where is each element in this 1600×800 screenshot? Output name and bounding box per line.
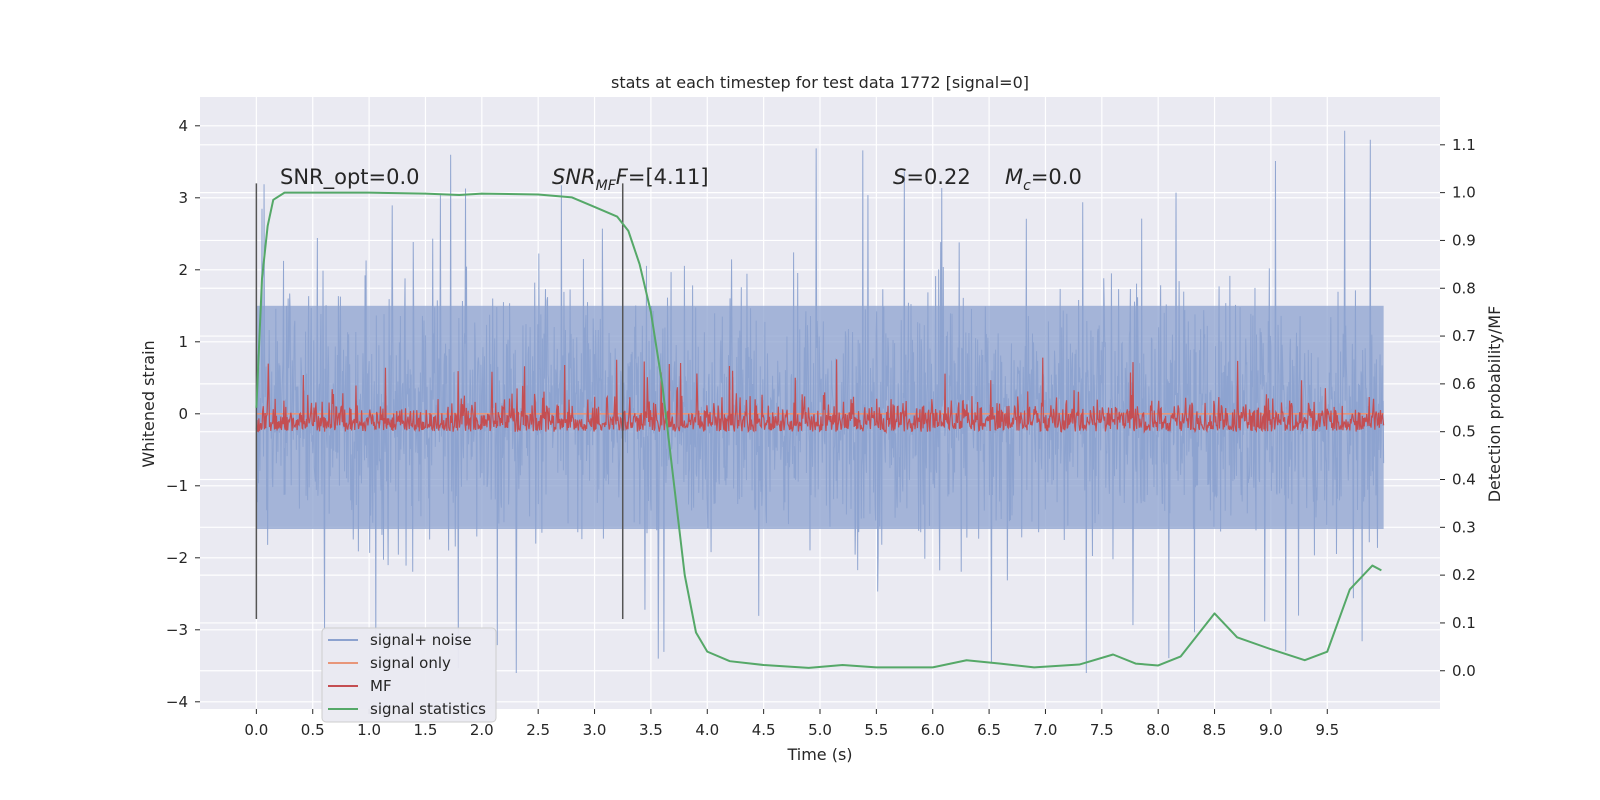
x-tick-label-18: 9.0 bbox=[1259, 721, 1283, 739]
y-tick-label-6: −2 bbox=[166, 549, 188, 567]
annotation-snr-mf-value: =[4.11] bbox=[628, 165, 709, 189]
annotation-snr-mf-subscript: MF bbox=[596, 178, 617, 194]
x-axis-title: Time (s) bbox=[786, 745, 852, 764]
y2-axis-title: Detection probability/MF bbox=[1485, 306, 1504, 503]
y2-tick-label-4: 0.7 bbox=[1452, 327, 1476, 345]
x-tick-label-1: 0.5 bbox=[301, 721, 325, 739]
y-tick-label-4: 0 bbox=[178, 405, 188, 423]
x-tick-label-5: 2.5 bbox=[526, 721, 550, 739]
y2-tick-label-3: 0.8 bbox=[1452, 279, 1476, 297]
annotation-mc-symbol: M bbox=[1005, 165, 1023, 189]
annotation-snr-mf-symbol: SNR bbox=[552, 165, 596, 189]
y2-tick-label-2: 0.9 bbox=[1452, 231, 1476, 249]
y2-tick-label-11: 0.0 bbox=[1452, 662, 1476, 680]
x-tick-label-12: 6.0 bbox=[921, 721, 945, 739]
y-tick-label-0: 4 bbox=[178, 117, 188, 135]
chart-title: stats at each timestep for test data 177… bbox=[611, 73, 1029, 92]
annotation-mc: Mc=0.0 bbox=[1005, 165, 1082, 194]
x-tick-label-6: 3.0 bbox=[583, 721, 607, 739]
x-tick-label-17: 8.5 bbox=[1203, 721, 1227, 739]
y-tick-label-2: 2 bbox=[178, 261, 188, 279]
x-tick-label-4: 2.0 bbox=[470, 721, 494, 739]
annotation-snr-opt: SNR_opt=0.0 bbox=[280, 165, 420, 190]
y2-tick-label-7: 0.4 bbox=[1452, 471, 1476, 489]
legend: signal+ noise signal only MF signal stat… bbox=[321, 627, 497, 723]
y2-tick-label-8: 0.3 bbox=[1452, 518, 1476, 536]
x-tick-label-9: 4.5 bbox=[752, 721, 776, 739]
legend-label-mf: MF bbox=[370, 677, 392, 695]
x-axis-ticks: 0.0 0.5 1.0 1.5 2.0 2.5 3.0 3.5 4.0 4.5 5.0 5.5 6.0 6… bbox=[244, 709, 1339, 739]
x-tick-label-7: 3.5 bbox=[639, 721, 663, 739]
y2-tick-label-5: 0.6 bbox=[1452, 375, 1476, 393]
y-tick-label-8: −4 bbox=[166, 693, 188, 711]
y2-tick-label-1: 1.0 bbox=[1452, 184, 1476, 202]
legend-label-signal-noise: signal+ noise bbox=[370, 631, 472, 649]
y-axis-ticks: 4 3 2 1 0 −1 −2 −3 −4 bbox=[166, 117, 200, 711]
y2-tick-label-6: 0.5 bbox=[1452, 423, 1476, 441]
x-tick-label-13: 6.5 bbox=[977, 721, 1001, 739]
legend-label-signal-statistics: signal statistics bbox=[370, 700, 486, 718]
x-tick-label-10: 5.0 bbox=[808, 721, 832, 739]
annotation-s-value: =0.22 bbox=[906, 165, 970, 189]
annotation-snr-mf-value-f: F bbox=[616, 165, 629, 189]
series-mf bbox=[255, 357, 1385, 434]
y2-axis-ticks: 1.1 1.0 0.9 0.8 0.7 0.6 0.5 0.4 0.3 0.2 0.1 0.0 bbox=[1440, 136, 1476, 680]
annotation-s: S=0.22 bbox=[893, 165, 971, 189]
line-mf bbox=[255, 357, 1385, 434]
y2-tick-label-0: 1.1 bbox=[1452, 136, 1476, 154]
y2-tick-label-10: 0.1 bbox=[1452, 614, 1476, 632]
x-tick-label-2: 1.0 bbox=[357, 721, 381, 739]
y-tick-label-7: −3 bbox=[166, 621, 188, 639]
legend-label-signal-only: signal only bbox=[370, 654, 451, 672]
annotation-s-symbol: S bbox=[893, 165, 906, 189]
y-axis-title: Whitened strain bbox=[139, 340, 158, 467]
x-tick-label-11: 5.5 bbox=[864, 721, 888, 739]
y-tick-label-3: 1 bbox=[178, 333, 188, 351]
line-signal-statistics bbox=[255, 191, 1382, 669]
y-tick-label-1: 3 bbox=[178, 189, 188, 207]
x-tick-label-19: 9.5 bbox=[1315, 721, 1339, 739]
y-tick-label-5: −1 bbox=[166, 477, 188, 495]
x-tick-label-14: 7.0 bbox=[1034, 721, 1058, 739]
x-tick-label-3: 1.5 bbox=[414, 721, 438, 739]
annotation-mc-subscript: c bbox=[1023, 178, 1031, 194]
annotation-snr-mf: SNRMFF=[4.11] bbox=[552, 165, 709, 194]
x-tick-label-8: 4.0 bbox=[695, 721, 719, 739]
x-tick-label-15: 7.5 bbox=[1090, 721, 1114, 739]
x-tick-label-16: 8.0 bbox=[1146, 721, 1170, 739]
y2-tick-label-9: 0.2 bbox=[1452, 566, 1476, 584]
x-tick-label-0: 0.0 bbox=[244, 721, 268, 739]
annotations: SNR_opt=0.0 SNRMFF=[4.11] S=0.22 Mc=0.0 bbox=[280, 165, 1082, 194]
legend-box bbox=[321, 627, 497, 723]
series-signal-statistics bbox=[255, 191, 1382, 669]
annotation-mc-value: =0.0 bbox=[1031, 165, 1082, 189]
